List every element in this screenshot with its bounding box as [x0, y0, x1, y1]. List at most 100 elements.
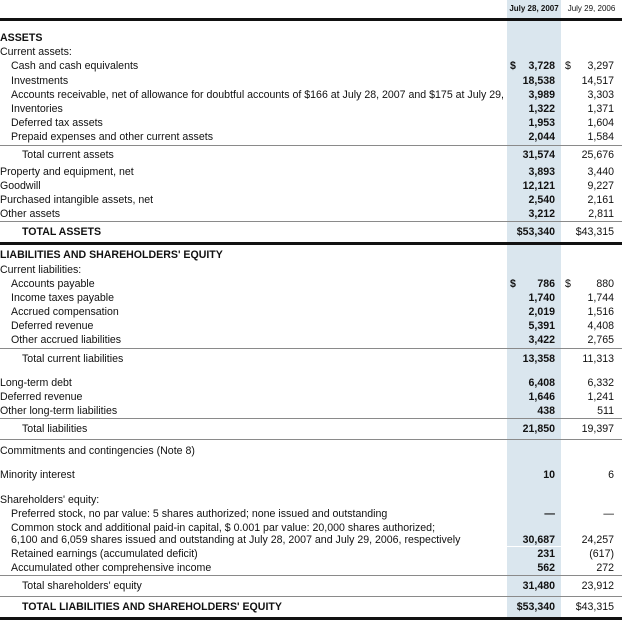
row-label: Minority interest: [0, 469, 507, 481]
row-label: Other accrued liabilities: [0, 334, 507, 346]
section-heading-row: LIABILITIES AND SHAREHOLDERS' EQUITY: [0, 248, 622, 263]
value-2006: 880: [596, 277, 614, 290]
value-2006: 272: [596, 562, 614, 575]
row-label: Deferred revenue: [0, 391, 507, 403]
column-header-2007: July 28, 2007: [507, 0, 561, 18]
value-2007: 5,391: [528, 320, 555, 333]
value-2007: 13,358: [522, 352, 555, 365]
row-label-text: Goodwill: [0, 179, 41, 192]
value-2006-cell: 6: [561, 468, 622, 482]
value-2007: 562: [537, 562, 555, 575]
row-label-text: TOTAL ASSETS: [22, 226, 102, 239]
value-2007: 438: [537, 405, 555, 418]
row-label: Other assets: [0, 208, 507, 220]
row-spacer: [0, 440, 622, 445]
value-2006-cell: [561, 31, 622, 45]
row-label-text: Inventories: [11, 103, 63, 116]
table-row: Accounts payable $786 $880: [0, 276, 622, 291]
row-label-text: Other long-term liabilities: [0, 405, 118, 418]
value-2006: 9,227: [587, 179, 614, 192]
value-2006-cell: [561, 262, 622, 276]
value-2006: 511: [597, 405, 614, 418]
value-2007-cell: [507, 492, 561, 507]
row-label: Cash and cash equivalents: [0, 60, 507, 72]
row-label: Purchased intangible assets, net: [0, 194, 507, 206]
value-2007: 2,044: [528, 131, 555, 144]
value-2007: 231: [537, 547, 555, 560]
value-2007-cell: 438: [507, 403, 561, 419]
table-row: Income taxes payable 1,740 1,744: [0, 290, 622, 305]
value-2006-cell: 11,313: [561, 349, 622, 369]
value-2007: 1,953: [528, 117, 555, 130]
value-2007: 2,019: [528, 306, 555, 319]
value-2007: 3,212: [528, 208, 555, 221]
table-row: Other long-term liabilities 438 511: [0, 403, 622, 419]
row-label-text: Cash and cash equivalents: [11, 60, 139, 73]
value-2006: 3,440: [587, 165, 614, 178]
row-label: Commitments and contingencies (Note 8): [0, 445, 507, 457]
table-row: Deferred tax assets 1,953 1,604: [0, 116, 622, 131]
value-2006-cell: 1,584: [561, 130, 622, 144]
row-label-text: Deferred revenue: [11, 320, 94, 333]
row-spacer: [0, 21, 622, 31]
currency-symbol: $: [510, 60, 516, 73]
row-label-text-line2: 6,100 and 6,059 shares issued and outsta…: [11, 533, 461, 546]
row-label: Current assets:: [0, 46, 507, 58]
value-2007-cell: 6,408: [507, 375, 561, 390]
row-spacer: [0, 458, 622, 469]
currency-symbol: $: [510, 277, 516, 290]
row-label: Accounts payable: [0, 278, 507, 290]
value-2006-cell: 3,440: [561, 165, 622, 179]
value-2006-cell: 3,303: [561, 88, 622, 102]
row-label-text: TOTAL LIABILITIES AND SHAREHOLDERS' EQUI…: [22, 601, 282, 614]
row-label-text: Deferred tax assets: [11, 117, 103, 130]
value-2007-cell: $53,340: [507, 597, 561, 618]
value-2006: 1,516: [587, 306, 614, 319]
value-2006: 3,297: [587, 60, 614, 73]
row-label-text: Preferred stock, no par value: 5 shares …: [11, 507, 388, 520]
value-2007: —: [544, 507, 555, 520]
table-row: Commitments and contingencies (Note 8): [0, 444, 622, 459]
value-2007-cell: 12,121: [507, 178, 561, 193]
value-2007-cell: —: [507, 506, 561, 521]
value-2006-cell: [561, 248, 622, 262]
table-row: Property and equipment, net 3,893 3,440: [0, 164, 622, 179]
row-label: Long-term debt: [0, 377, 507, 389]
table-row: Minority interest 10 6: [0, 468, 622, 483]
value-2006: 1,371: [587, 103, 614, 116]
row-label: Inventories: [0, 103, 507, 115]
value-2007-cell: [507, 45, 561, 60]
row-spacer: [0, 482, 622, 493]
table-row: Long-term debt 6,408 6,332: [0, 375, 622, 390]
total-row: Total shareholders' equity 31,480 23,912: [0, 575, 622, 597]
value-2006: 1,241: [587, 390, 614, 403]
value-2006: 6: [608, 469, 614, 482]
value-2007: 3,893: [528, 165, 555, 178]
value-2007-cell: 3,212: [507, 207, 561, 222]
table-row: Retained earnings (accumulated deficit) 2…: [0, 546, 622, 562]
row-label: Total current assets: [0, 149, 507, 161]
row-label-text: LIABILITIES AND SHAREHOLDERS' EQUITY: [0, 249, 223, 262]
value-2006: 2,161: [587, 193, 614, 206]
row-label-text: Accumulated other comprehensive income: [11, 562, 212, 575]
row-label-text: Other accrued liabilities: [11, 334, 122, 347]
row-label: Property and equipment, net: [0, 166, 507, 178]
column-header-2006: July 29, 2006: [567, 4, 616, 13]
value-2007-cell: 3,422: [507, 333, 561, 348]
row-label-text: Investments: [11, 74, 69, 87]
value-2006: 2,811: [588, 208, 614, 221]
value-2006-cell: 272: [561, 561, 622, 575]
value-2007: 21,850: [522, 423, 555, 436]
value-2007-cell: $53,340: [507, 222, 561, 243]
value-2007: 3,989: [528, 88, 555, 101]
value-2007-cell: 1,740: [507, 290, 561, 305]
table-row: Deferred revenue 1,646 1,241: [0, 389, 622, 404]
value-2006: 14,517: [581, 74, 614, 87]
row-label: Retained earnings (accumulated deficit): [0, 548, 507, 560]
table-row: Accrued compensation 2,019 1,516: [0, 305, 622, 320]
value-2007-cell: 1,646: [507, 389, 561, 404]
row-label: LIABILITIES AND SHAREHOLDERS' EQUITY: [0, 249, 507, 261]
value-2006: 11,313: [582, 352, 614, 365]
row-label-text: Other assets: [0, 208, 61, 221]
value-2007-cell: 30,687: [507, 520, 561, 546]
